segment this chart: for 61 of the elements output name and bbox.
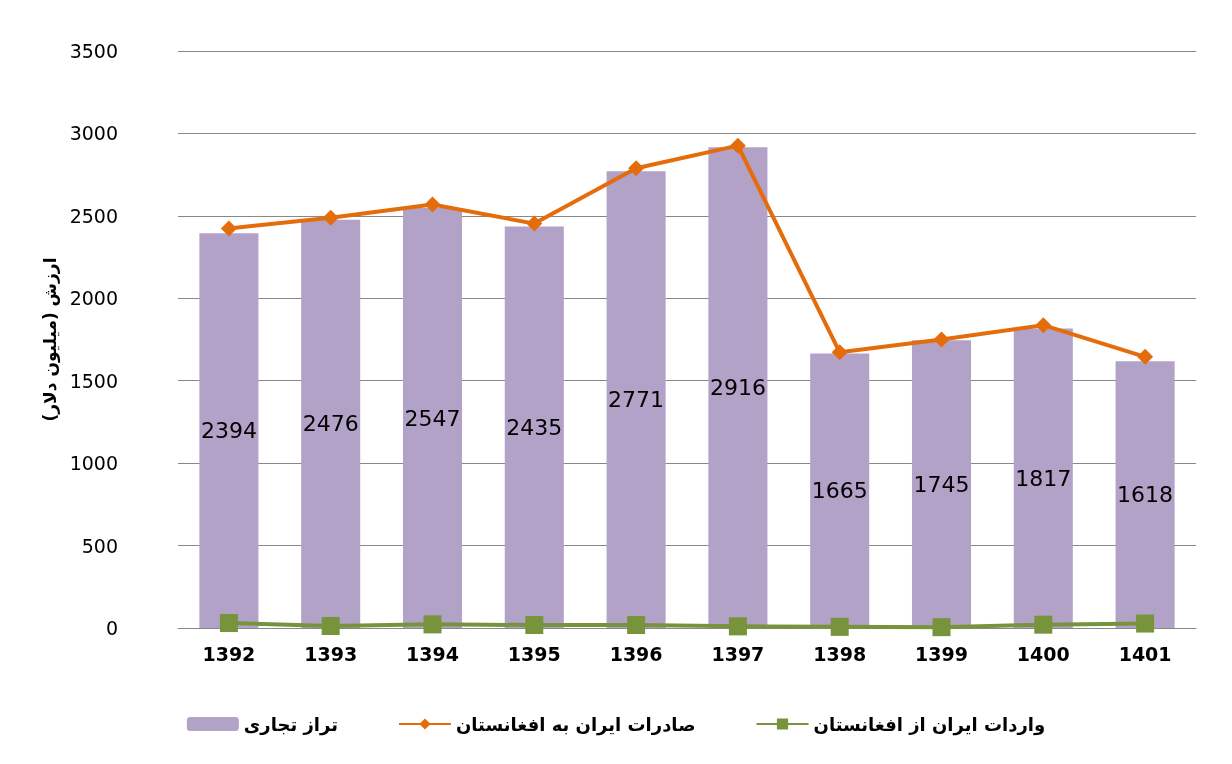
data-label: 2771 <box>608 387 665 413</box>
data-label: 2916 <box>709 375 766 401</box>
point <box>1034 615 1053 634</box>
point <box>1137 348 1154 365</box>
data-label: 2547 <box>404 405 461 431</box>
y-tick-label: 3500 <box>69 40 118 62</box>
y-tick-label: 1500 <box>69 369 118 392</box>
point <box>219 614 238 633</box>
x-tick-label: 1393 <box>304 642 358 665</box>
x-tick-label: 1398 <box>813 642 867 665</box>
x-tick-label: 1397 <box>711 642 765 665</box>
bar <box>606 171 666 628</box>
x-tick-label: 1400 <box>1016 642 1070 665</box>
x-tick-label: 1396 <box>609 642 663 665</box>
point <box>423 615 442 634</box>
data-label: 1745 <box>913 471 970 497</box>
point <box>424 196 441 213</box>
point <box>525 616 544 635</box>
point <box>728 617 747 636</box>
bar <box>810 353 870 628</box>
y-tick-label: 0 <box>105 617 118 639</box>
y-tick-label: 500 <box>81 534 118 557</box>
bar <box>1013 328 1073 628</box>
point <box>932 618 951 637</box>
data-label: 1665 <box>811 478 868 504</box>
x-tick-label: 1395 <box>507 642 561 665</box>
bar <box>1115 361 1175 628</box>
bar <box>504 226 564 628</box>
data-label: 1618 <box>1117 482 1174 508</box>
x-tick-label: 1401 <box>1118 642 1172 665</box>
point <box>1136 614 1155 633</box>
y-axis-title: ارزش (میلیون دلار) <box>40 257 62 422</box>
bar <box>301 219 361 628</box>
point <box>628 160 645 177</box>
legend-label: واردات ایران از افغانستان <box>813 713 1046 736</box>
legend-label: صادرات ایران به افغانستان <box>455 713 696 736</box>
point <box>220 220 237 237</box>
point <box>321 617 340 636</box>
y-tick-label: 2000 <box>69 287 118 310</box>
y-tick-label: 1000 <box>69 452 118 475</box>
x-tick-label: 1394 <box>406 642 459 665</box>
y-tick-label: 2500 <box>69 204 118 227</box>
point <box>830 617 849 636</box>
data-label: 2435 <box>506 414 563 440</box>
point <box>1035 317 1052 334</box>
legend-label: تراز تجاری <box>243 713 338 736</box>
bar <box>911 340 972 628</box>
x-tick-label: 1392 <box>202 642 256 665</box>
bar <box>199 233 259 628</box>
point <box>627 616 646 635</box>
data-label: 2394 <box>200 418 257 444</box>
point <box>831 344 848 361</box>
point <box>322 209 339 226</box>
bar <box>402 208 463 628</box>
data-label: 1817 <box>1015 465 1072 491</box>
x-tick-label: 1399 <box>915 642 968 665</box>
y-tick-label: 3000 <box>69 122 118 145</box>
point <box>526 215 543 232</box>
data-label: 2476 <box>302 411 359 437</box>
point <box>729 137 746 154</box>
point <box>933 331 950 348</box>
